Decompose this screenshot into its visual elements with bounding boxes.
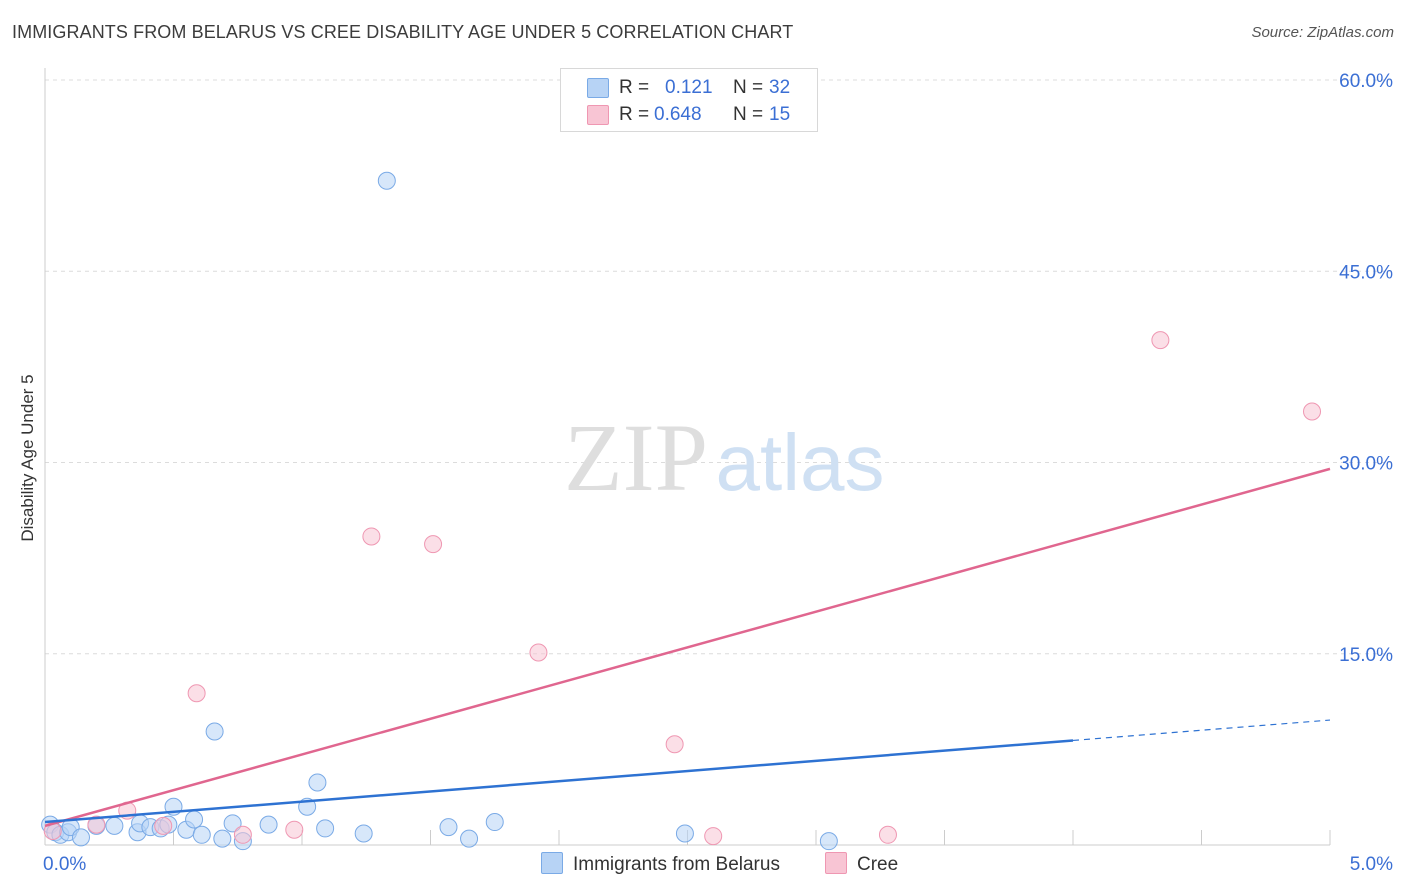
series-immigrants-from-belarus-points xyxy=(41,171,838,851)
y-tick-label-45: 45.0% xyxy=(1339,262,1393,283)
point-belarus-17 xyxy=(205,722,224,741)
source-credit: Source: ZipAtlas.com xyxy=(1251,24,1394,41)
trend-line-cree xyxy=(44,467,1331,828)
x-tick-label-min: 0.0% xyxy=(43,854,86,875)
point-belarus-25 xyxy=(354,824,373,843)
bottom-legend-belarus: Immigrants from Belarus xyxy=(541,852,780,876)
point-cree-4 xyxy=(187,684,206,703)
point-belarus-21 xyxy=(259,815,278,834)
legend-n-label: N = xyxy=(733,77,764,98)
point-cree-12 xyxy=(878,825,897,844)
point-belarus-31 xyxy=(819,832,838,851)
point-belarus-30 xyxy=(675,824,694,843)
legend-swatch-pink xyxy=(587,105,609,125)
point-belarus-5 xyxy=(71,828,90,847)
point-cree-7 xyxy=(362,527,381,546)
point-belarus-24 xyxy=(316,819,335,838)
legend-r-label: R = xyxy=(619,77,650,98)
watermark: ZIP atlas xyxy=(564,404,884,511)
legend-swatch-blue xyxy=(587,78,609,98)
legend-r-value-belarus: 0.121 xyxy=(665,77,713,98)
point-belarus-18 xyxy=(213,829,232,848)
tick-labels: 15.0% 30.0% 45.0% 60.0% 0.0% 5.0% xyxy=(43,71,1393,875)
trend-line-belarus xyxy=(44,739,1074,824)
point-cree-11 xyxy=(704,827,723,846)
bottom-legend-swatch-blue xyxy=(541,852,563,874)
point-cree-13 xyxy=(1151,331,1170,350)
point-cree-5 xyxy=(233,825,252,844)
gridlines xyxy=(45,79,1392,655)
point-cree-14 xyxy=(1303,402,1322,421)
legend-n-value-belarus: 32 xyxy=(769,77,791,98)
point-cree-6 xyxy=(285,820,304,839)
point-cree-3 xyxy=(154,816,173,835)
y-axis-label: Disability Age Under 5 xyxy=(18,374,37,542)
correlation-legend: R = 0.121 N = 32 R = 0.648 N = 15 xyxy=(560,68,818,132)
point-belarus-29 xyxy=(485,813,504,832)
x-tick-label-max: 5.0% xyxy=(1350,854,1393,875)
point-cree-8 xyxy=(424,535,443,554)
point-belarus-23 xyxy=(308,773,327,792)
bottom-legend-label-cree: Cree xyxy=(857,854,899,875)
point-belarus-15 xyxy=(185,810,204,829)
point-belarus-27 xyxy=(439,818,458,837)
trend-lines xyxy=(44,467,1331,828)
legend-r-label: R = xyxy=(619,104,650,125)
trend-line-belarus-extension xyxy=(1072,719,1331,742)
y-tick-label-15: 15.0% xyxy=(1339,645,1393,666)
point-belarus-28 xyxy=(460,829,479,848)
point-belarus-26 xyxy=(377,171,396,190)
chart-title: IMMIGRANTS FROM BELARUS VS CREE DISABILI… xyxy=(12,22,794,42)
legend-r-value-cree: 0.648 xyxy=(654,104,702,125)
y-tick-label-60: 60.0% xyxy=(1339,71,1393,92)
point-cree-9 xyxy=(529,643,548,662)
bottom-legend-cree: Cree xyxy=(825,852,898,876)
watermark-atlas: atlas xyxy=(716,418,885,507)
watermark-zip: ZIP xyxy=(564,404,708,511)
bottom-legend-swatch-pink xyxy=(825,852,847,874)
y-tick-label-30: 30.0% xyxy=(1339,454,1393,475)
point-cree-10 xyxy=(665,735,684,754)
legend-n-label: N = xyxy=(733,104,764,125)
bottom-legend-label-belarus: Immigrants from Belarus xyxy=(573,854,780,875)
point-belarus-7 xyxy=(105,816,124,835)
point-belarus-16 xyxy=(192,825,211,844)
point-belarus-19 xyxy=(223,814,242,833)
point-cree-1 xyxy=(87,815,106,834)
legend-n-value-cree: 15 xyxy=(769,104,791,125)
